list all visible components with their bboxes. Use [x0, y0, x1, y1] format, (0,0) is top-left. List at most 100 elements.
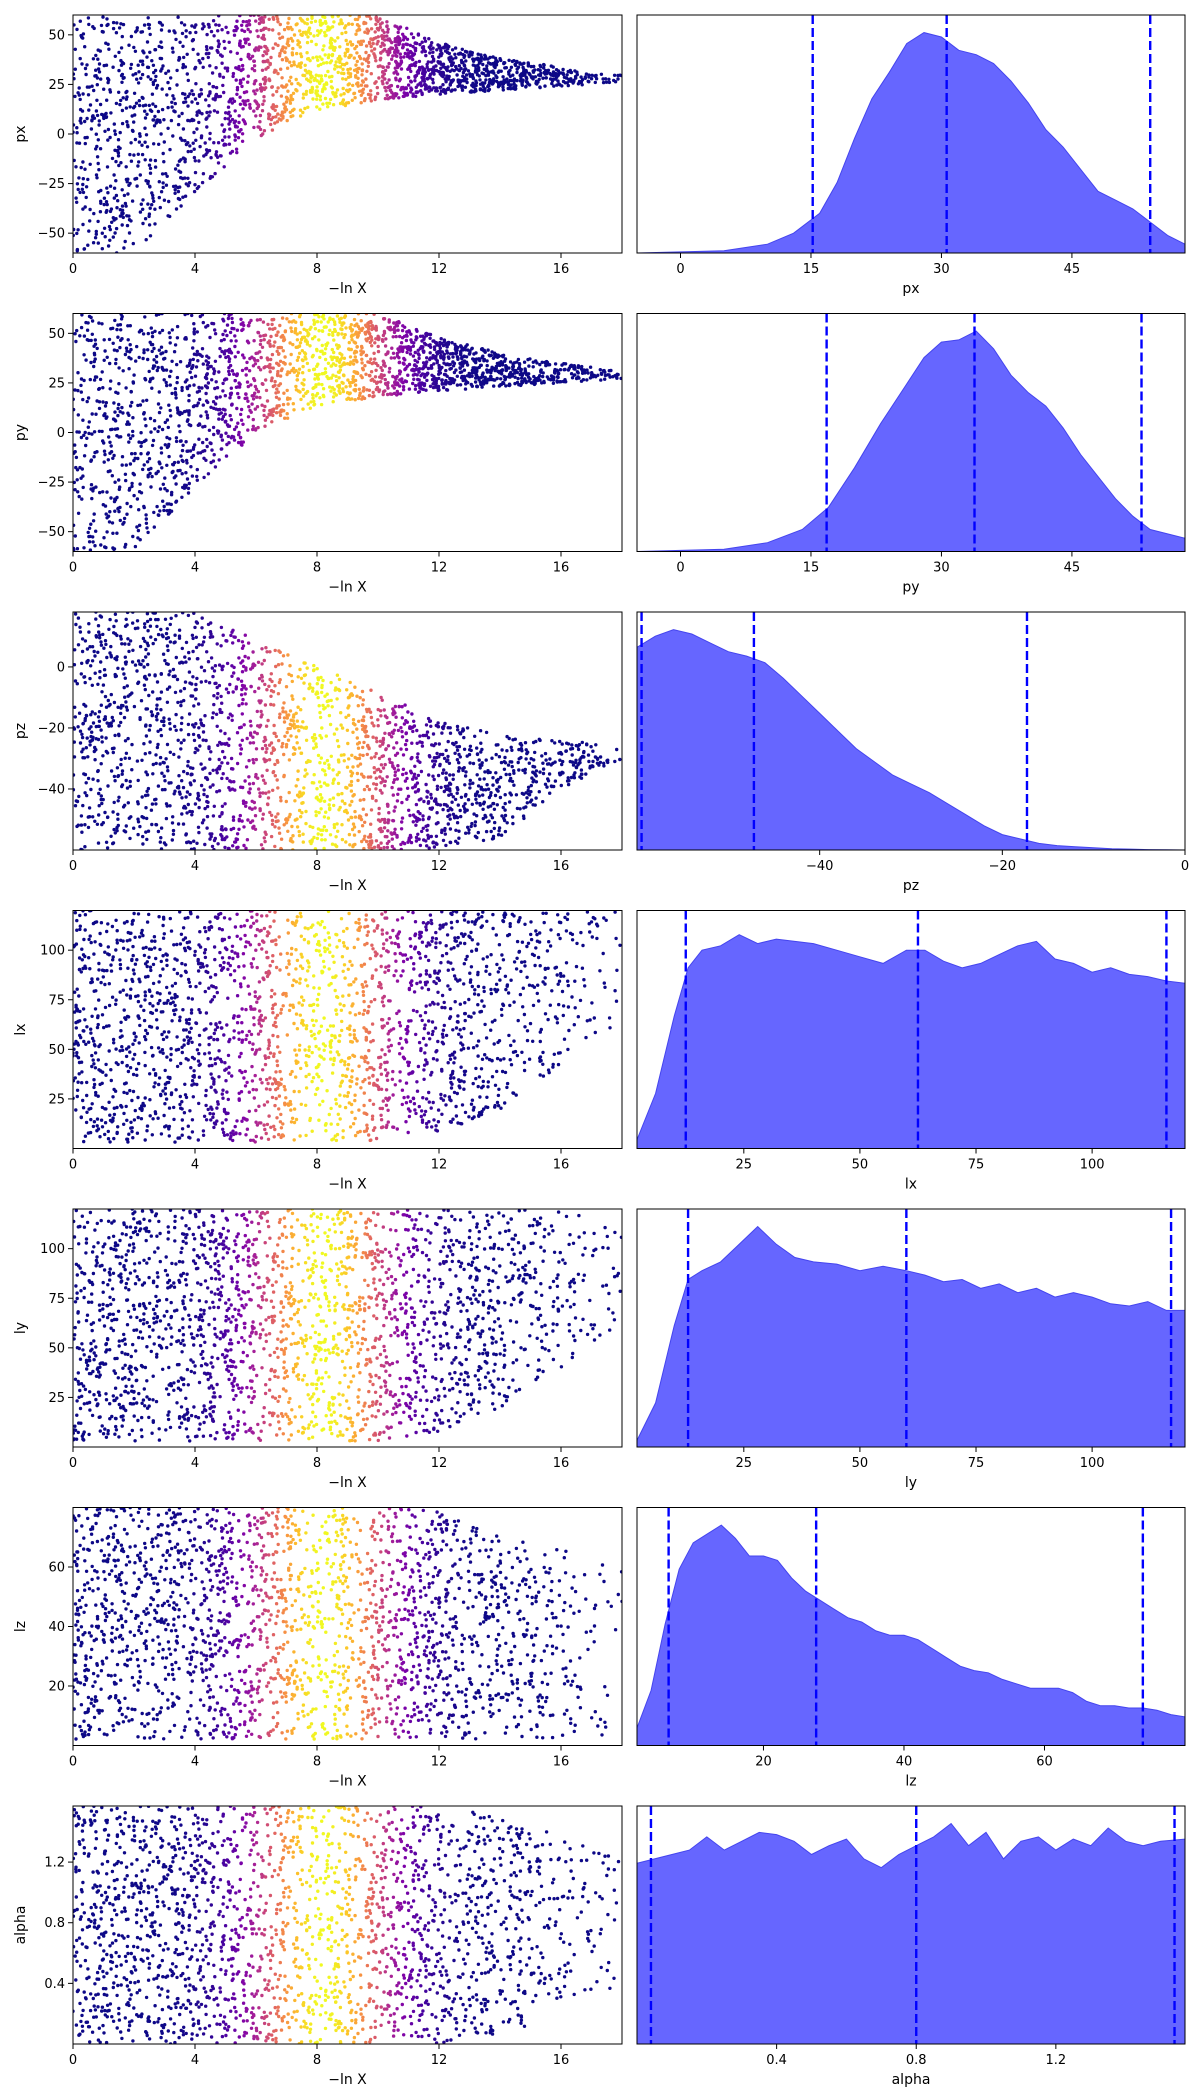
- scatter-point: [156, 402, 161, 406]
- scatter-point: [244, 90, 249, 94]
- scatter-point: [394, 323, 398, 327]
- scatter-point: [78, 97, 82, 102]
- scatter-point: [202, 669, 207, 673]
- scatter-point: [268, 370, 272, 374]
- scatter-point: [105, 186, 109, 190]
- scatter-point: [527, 71, 531, 76]
- scatter-point: [358, 391, 362, 395]
- scatter-point: [401, 346, 405, 351]
- scatter-point: [526, 64, 530, 68]
- scatter-point: [381, 70, 385, 74]
- plot-area: [73, 15, 622, 253]
- scatter-point: [226, 117, 231, 121]
- scatter-point: [232, 438, 237, 442]
- scatter-point: [288, 341, 292, 345]
- y-tick-label: 25: [48, 376, 65, 391]
- scatter-point: [79, 383, 83, 388]
- scatter-point: [368, 41, 372, 46]
- scatter-point: [259, 86, 264, 90]
- scatter-point: [184, 182, 188, 186]
- scatter-point: [149, 430, 153, 434]
- scatter-point: [114, 217, 118, 221]
- scatter-point: [172, 476, 176, 480]
- scatter-point: [336, 15, 340, 18]
- scatter-point: [282, 335, 286, 340]
- scatter-point: [178, 40, 182, 44]
- scatter-point: [131, 416, 135, 420]
- scatter-point: [581, 378, 586, 382]
- scatter-point: [484, 730, 489, 735]
- scatter-point: [416, 377, 420, 382]
- scatter-point: [125, 512, 129, 516]
- scatter-point: [225, 661, 230, 666]
- scatter-point: [455, 383, 460, 387]
- scatter-point: [513, 63, 518, 68]
- scatter-point: [524, 84, 528, 89]
- scatter-point: [185, 385, 189, 389]
- scatter-point: [240, 28, 244, 32]
- scatter-point: [151, 641, 155, 646]
- scatter-point: [168, 341, 172, 345]
- scatter-point: [146, 16, 150, 20]
- scatter-point: [388, 366, 392, 371]
- scatter-point: [221, 317, 225, 321]
- scatter-point: [182, 23, 187, 27]
- scatter-point: [526, 375, 531, 379]
- scatter-point: [504, 384, 508, 388]
- scatter-point: [212, 141, 216, 145]
- scatter-point: [222, 337, 226, 342]
- scatter-point: [157, 425, 161, 429]
- scatter-point: [386, 351, 390, 355]
- scatter-point: [256, 331, 261, 335]
- scatter-point: [323, 73, 328, 78]
- scatter-point: [248, 102, 252, 107]
- scatter-point: [332, 825, 337, 830]
- scatter-point: [292, 370, 296, 374]
- scatter-point: [75, 141, 79, 145]
- scatter-point: [92, 211, 96, 216]
- scatter-point: [301, 394, 306, 398]
- scatter-point: [469, 824, 473, 829]
- scatter-point: [210, 378, 214, 382]
- scatter-point: [175, 380, 179, 385]
- scatter-point: [334, 374, 338, 378]
- scatter-point: [167, 403, 171, 407]
- scatter-point: [434, 379, 439, 383]
- scatter-point: [184, 640, 189, 645]
- scatter-point: [522, 378, 527, 382]
- scatter-point: [436, 384, 441, 389]
- scatter-point: [192, 839, 196, 843]
- scatter-point: [362, 386, 366, 390]
- scatter-point: [204, 52, 209, 56]
- scatter-point: [102, 116, 106, 121]
- scatter-point: [145, 526, 149, 530]
- scatter-point: [367, 15, 371, 18]
- scatter-point: [379, 366, 383, 370]
- scatter-point: [252, 125, 256, 130]
- scatter-point: [369, 370, 374, 374]
- scatter-point: [99, 794, 104, 798]
- scatter-point: [462, 68, 467, 73]
- scatter-point: [335, 673, 340, 677]
- scatter-point: [390, 57, 394, 61]
- scatter-point: [128, 152, 132, 157]
- scatter-point: [392, 356, 397, 360]
- scatter-point: [104, 512, 108, 516]
- scatter-point: [337, 54, 342, 59]
- scatter-point: [209, 156, 213, 160]
- scatter-point: [240, 23, 244, 27]
- scatter-point: [160, 771, 164, 775]
- scatter-point: [170, 46, 175, 50]
- scatter-point: [140, 72, 145, 77]
- scatter-point: [141, 842, 145, 846]
- scatter-point: [174, 436, 179, 440]
- scatter-point: [177, 424, 181, 428]
- scatter-point: [230, 117, 235, 122]
- scatter-point: [429, 43, 433, 48]
- scatter-point: [112, 196, 117, 200]
- scatter-point: [278, 51, 282, 56]
- scatter-point: [382, 817, 387, 822]
- scatter-point: [100, 247, 105, 251]
- scatter-point: [249, 318, 253, 323]
- scatter-point: [75, 430, 79, 434]
